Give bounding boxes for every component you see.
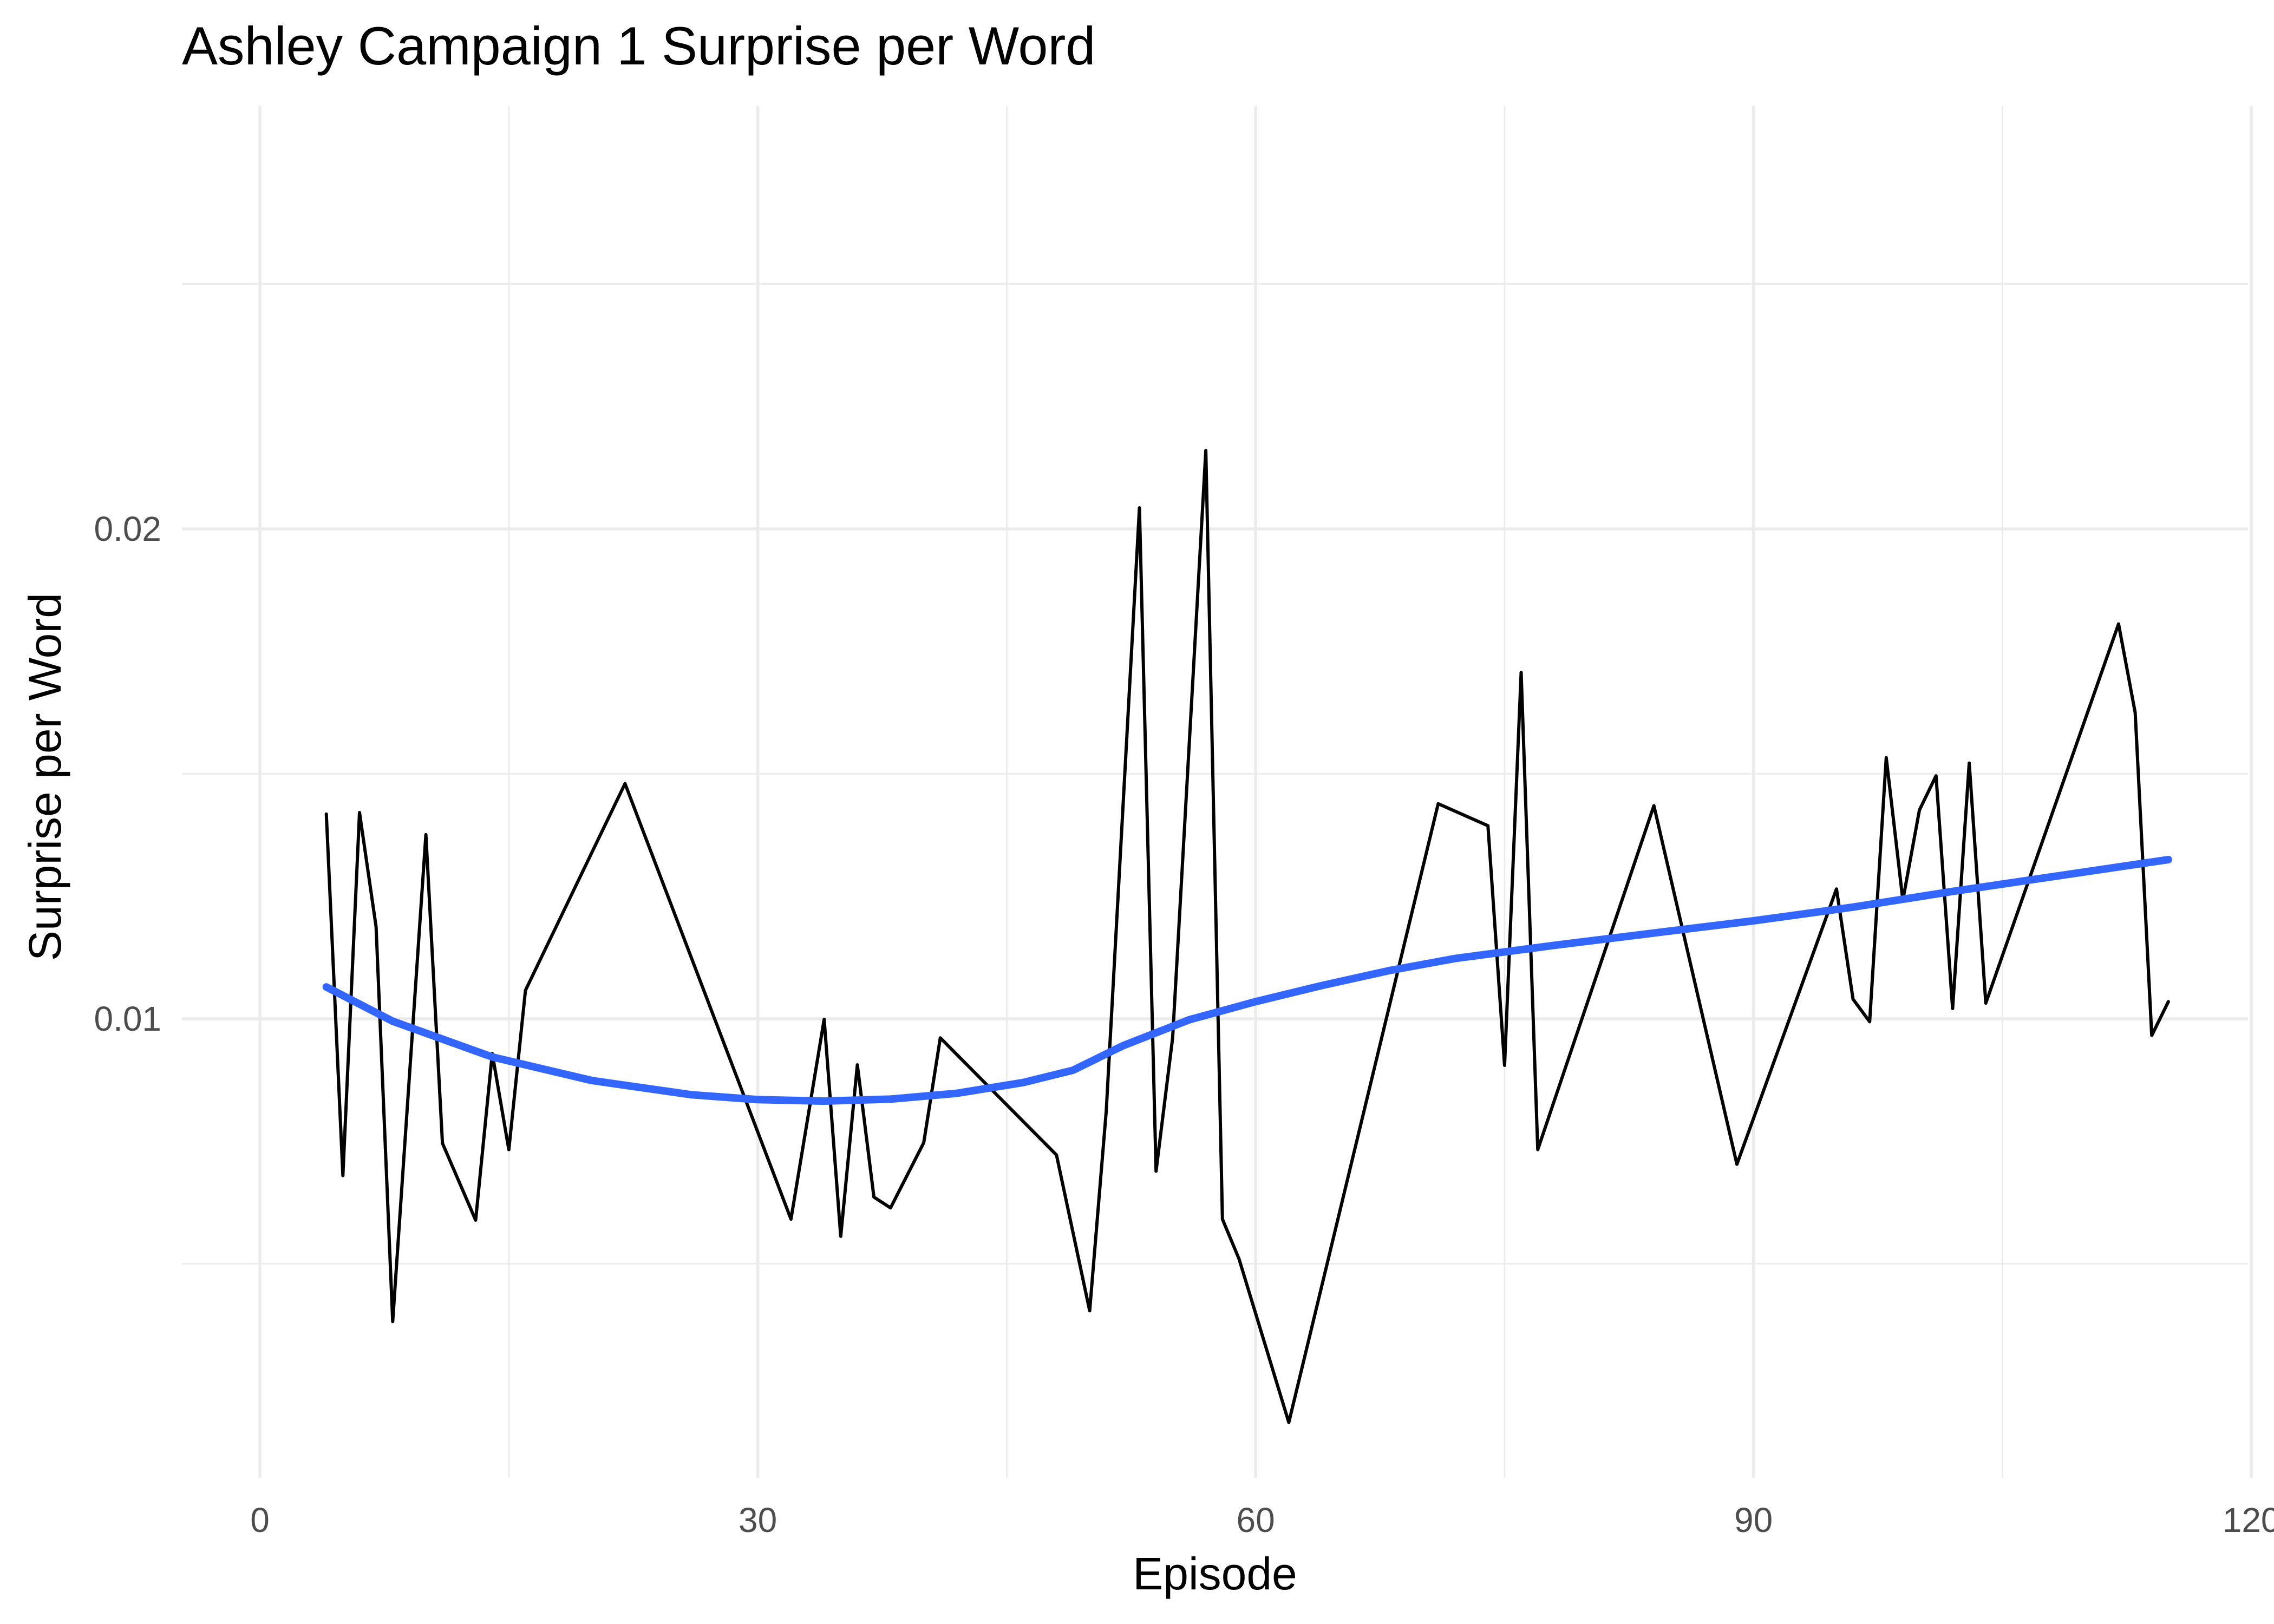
x-axis-ticks: 0 30 60 90 120 xyxy=(250,1501,2274,1540)
y-axis-ticks: 0.01 0.02 xyxy=(94,509,161,1038)
x-tick-label: 90 xyxy=(1734,1501,1773,1540)
y-axis-title: Surprise per Word xyxy=(19,593,70,961)
chart-title: Ashley Campaign 1 Surprise per Word xyxy=(182,16,1095,76)
x-tick-label: 30 xyxy=(739,1501,777,1540)
minor-gridlines xyxy=(182,106,2248,1478)
x-tick-label: 60 xyxy=(1237,1501,1275,1540)
x-tick-label: 0 xyxy=(250,1501,270,1540)
x-axis-title: Episode xyxy=(1133,1548,1297,1599)
x-tick-label: 120 xyxy=(2223,1501,2274,1540)
major-gridlines xyxy=(182,106,2253,1478)
smoothed-trend-line xyxy=(322,855,2172,1105)
y-tick-label: 0.01 xyxy=(94,999,161,1038)
y-tick-label: 0.02 xyxy=(94,509,161,548)
series-layer xyxy=(322,449,2172,1424)
surprise-per-word-line xyxy=(324,449,2170,1424)
